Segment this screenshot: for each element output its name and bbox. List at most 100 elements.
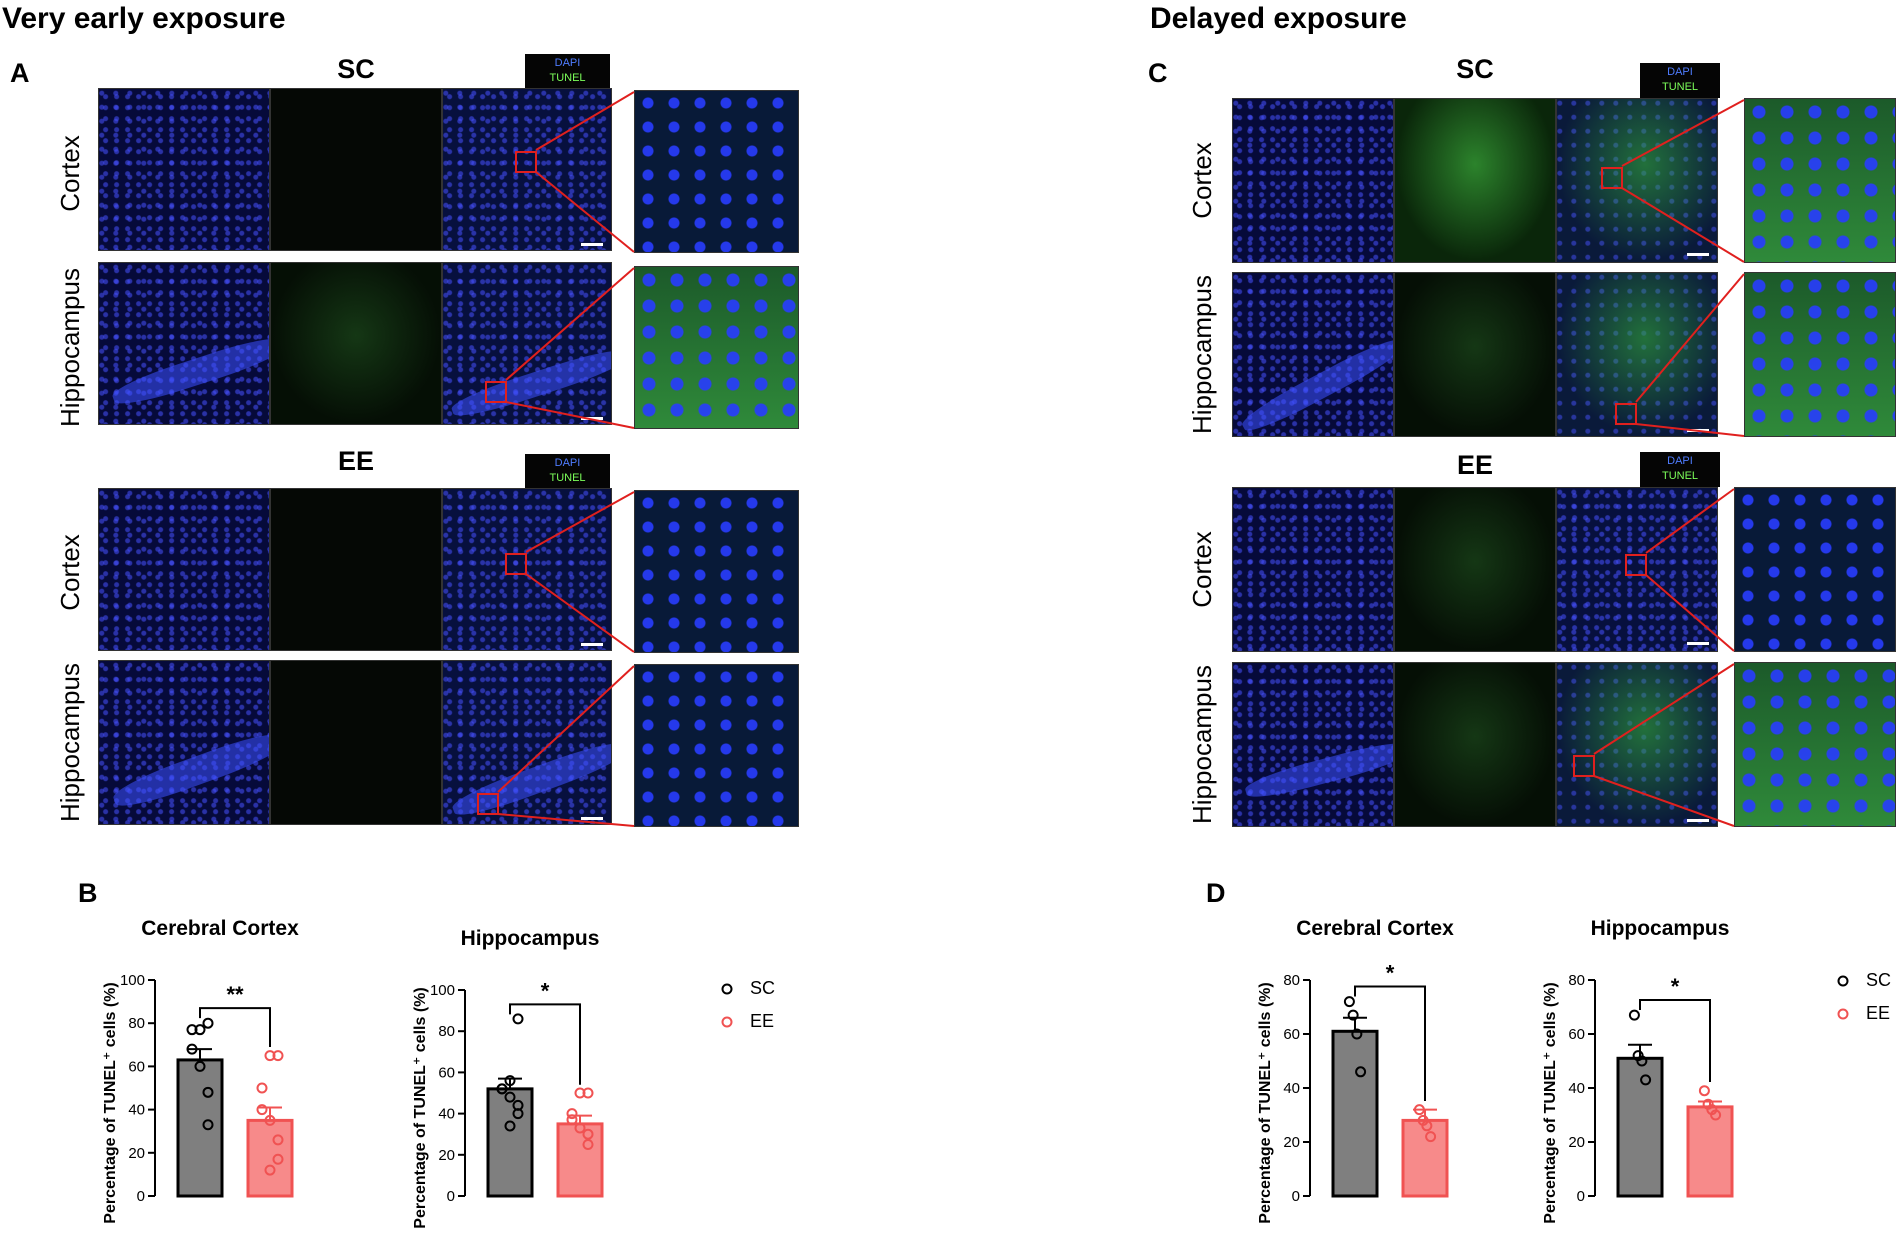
y-tick-label: 0 — [447, 1188, 455, 1205]
chart-d-cerebral-cortex: Cerebral Cortex 0 20 40 60 80 Percentage of TU… — [1257, 917, 1454, 1224]
y-tick-label: 40 — [128, 1102, 145, 1119]
image-tunel-cortex-c-sc — [1394, 98, 1556, 263]
image-dapi-hippocampus-a-sc — [98, 262, 270, 425]
y-tick-label: 20 — [1283, 1134, 1300, 1151]
image-zoom-hippocampus-a-sc — [634, 266, 799, 429]
section-title-very-early: Very early exposure — [2, 2, 286, 35]
data-point — [1351, 1028, 1363, 1040]
legend-marker-ee — [721, 1016, 733, 1027]
data-point — [496, 1083, 508, 1095]
chart-legend-d: SC EE — [1836, 970, 1891, 1024]
data-point — [512, 1108, 524, 1120]
data-point — [574, 1087, 586, 1099]
inset-box — [1601, 167, 1623, 189]
image-tunel-hippocampus-c-sc — [1394, 272, 1556, 437]
image-dapi-cortex-a-ee — [98, 488, 270, 651]
inset-box — [505, 553, 527, 575]
image-merge-cortex-c-ee — [1556, 487, 1718, 652]
data-point — [272, 1134, 284, 1146]
image-merge-hippocampus-c-ee — [1556, 662, 1718, 827]
legend-marker-sc — [721, 983, 733, 994]
channel-legend-a-ee: DAPI TUNEL — [525, 454, 610, 489]
legend-label-sc: SC — [750, 978, 776, 998]
significance-label: * — [1671, 974, 1680, 999]
image-dapi-cortex-c-sc — [1232, 98, 1394, 263]
group-label-ee-a: EE — [337, 446, 375, 476]
image-zoom-cortex-a-sc — [634, 90, 799, 253]
y-axis-label: Percentage of TUNEL⁺ cells (%) — [412, 987, 429, 1228]
data-point — [1640, 1074, 1652, 1086]
y-tick-label: 60 — [1568, 1026, 1585, 1043]
inset-box — [1625, 554, 1647, 576]
significance-bracket — [199, 1007, 271, 1047]
image-dapi-cortex-c-ee — [1232, 487, 1394, 652]
data-point — [264, 1114, 276, 1126]
image-dapi-hippocampus-a-ee — [98, 660, 270, 825]
y-tick-label: 0 — [1292, 1188, 1300, 1205]
inset-box — [1615, 403, 1637, 425]
data-point — [194, 1060, 206, 1072]
bar-sc — [486, 1087, 534, 1198]
chart-d-hippocampus: Hippocampus 0 20 40 60 80 Percentage of TUNEL⁺… — [1542, 917, 1734, 1224]
data-point — [504, 1075, 516, 1087]
significance-bracket — [1639, 998, 1711, 1083]
image-zoom-hippocampus-a-ee — [634, 664, 799, 827]
y-tick-label: 80 — [1283, 972, 1300, 989]
channel-legend-a-sc: DAPI TUNEL — [525, 54, 610, 89]
data-point — [582, 1128, 594, 1140]
data-point — [1636, 1055, 1648, 1067]
image-tunel-cortex-a-ee — [270, 488, 442, 651]
data-point — [1347, 1009, 1359, 1021]
scale-bar — [1687, 819, 1709, 822]
bar-sc — [1331, 1029, 1379, 1198]
image-zoom-cortex-a-ee — [634, 490, 799, 653]
image-merge-hippocampus-c-sc — [1556, 272, 1718, 437]
group-label-ee-c: EE — [1456, 450, 1494, 480]
image-tunel-cortex-c-ee — [1394, 487, 1556, 652]
image-tunel-hippocampus-a-ee — [270, 660, 442, 825]
y-tick-label: 40 — [1568, 1080, 1585, 1097]
scale-bar — [581, 643, 603, 646]
channel-legend-c-sc: DAPI TUNEL — [1640, 63, 1720, 98]
legend-label-sc: SC — [1866, 970, 1892, 990]
bar-sc — [176, 1058, 224, 1198]
data-point — [1425, 1131, 1437, 1143]
data-point — [504, 1120, 516, 1132]
section-title-delayed: Delayed exposure — [1150, 2, 1407, 35]
data-point — [202, 1017, 214, 1029]
y-tick-label: 0 — [1577, 1188, 1585, 1205]
image-zoom-hippocampus-c-sc — [1744, 272, 1896, 437]
scale-bar — [581, 817, 603, 820]
y-tick-label: 20 — [128, 1145, 145, 1162]
data-point — [1413, 1104, 1425, 1116]
panel-letter-a: A — [10, 58, 30, 88]
y-tick-label: 0 — [137, 1188, 145, 1205]
significance-bracket — [509, 1003, 581, 1085]
data-point — [1710, 1109, 1722, 1121]
data-point — [1355, 1066, 1367, 1078]
scale-bar — [1687, 253, 1709, 256]
channel-legend-c-ee: DAPI TUNEL — [1640, 452, 1720, 487]
data-point — [186, 1043, 198, 1055]
image-merge-cortex-a-ee — [442, 488, 612, 651]
y-tick-label: 20 — [438, 1147, 455, 1164]
bar-ee — [1686, 1105, 1734, 1198]
y-tick-label: 80 — [1568, 972, 1585, 989]
data-point — [256, 1104, 268, 1116]
data-point — [1421, 1120, 1433, 1132]
y-axis-label: Percentage of TUNEL⁺ cells (%) — [1257, 982, 1274, 1223]
inset-box — [477, 793, 499, 815]
significance-label: * — [1386, 960, 1395, 985]
legend-label-ee: EE — [1866, 1003, 1891, 1023]
panel-letter-c: C — [1148, 58, 1168, 88]
chart-legend-b: SC EE — [720, 978, 775, 1032]
y-tick-label: 20 — [1568, 1134, 1585, 1151]
data-point — [566, 1114, 578, 1126]
scale-bar — [581, 243, 603, 246]
legend-marker-ee — [1837, 1008, 1849, 1019]
group-label-sc-c: SC — [1456, 54, 1494, 84]
chart-title: Cerebral Cortex — [1296, 917, 1454, 940]
chart-title: Hippocampus — [461, 927, 600, 950]
y-tick-label: 60 — [438, 1064, 455, 1081]
